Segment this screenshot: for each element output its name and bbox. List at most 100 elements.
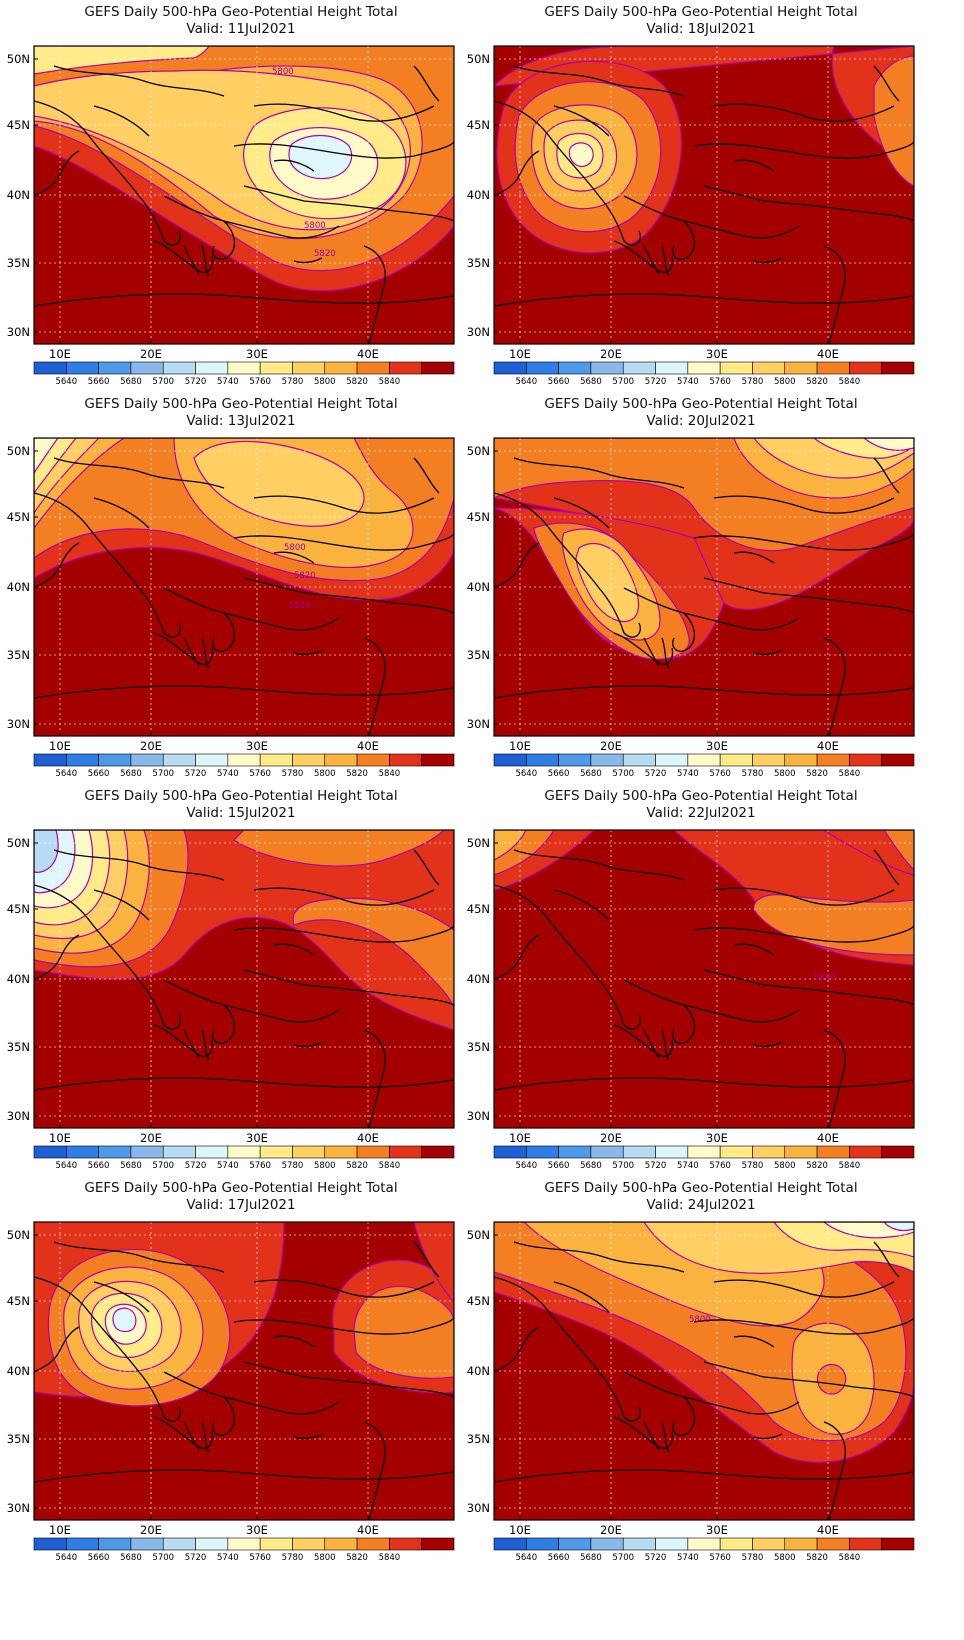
height-contour-band <box>34 46 210 75</box>
height-contour-band <box>193 440 365 527</box>
colorbar-label: 5820 <box>346 1553 368 1563</box>
lat-tick-label: 45N <box>7 510 30 524</box>
colorbar-swatch <box>655 1537 689 1551</box>
colorbar-swatch <box>526 1145 559 1159</box>
coastline <box>494 685 914 699</box>
lon-tick-label: 40E <box>357 739 379 753</box>
coastline <box>34 1469 454 1483</box>
coastline <box>253 1279 435 1298</box>
coastline <box>293 649 323 656</box>
colorbar: 5640 5660 5680 5700 5720 5740 5760 5780 5800 5820… <box>33 361 455 387</box>
colorbar-swatch <box>784 1145 818 1159</box>
colorbar-label: 5780 <box>282 1161 304 1171</box>
panel-title: GEFS Daily 500-hPa Geo-Potential Height … <box>544 1180 858 1196</box>
colorbar-swatch <box>719 361 753 375</box>
map-area: 50N 45N 40N 35N 30N 10E 20E 30E 40E <box>467 437 915 753</box>
lon-tick-label: 10E <box>49 1523 71 1537</box>
lat-tick-label: 45N <box>467 118 490 132</box>
colorbar-swatch <box>655 1145 689 1159</box>
colorbar-swatch <box>493 1145 527 1159</box>
colorbar-swatch <box>622 361 656 375</box>
colorbar-swatch <box>558 1537 592 1551</box>
colorbar-swatch <box>655 753 689 767</box>
colorbar-label: 5820 <box>806 1161 828 1171</box>
coastline <box>713 103 895 122</box>
coastline <box>212 1004 236 1044</box>
colorbar: 5640 5660 5680 5700 5720 5740 5760 5780 5800 5820… <box>33 1537 455 1563</box>
colorbar-swatch <box>816 361 850 375</box>
colorbar-swatch <box>752 753 786 767</box>
colorbar-swatch <box>881 1537 915 1551</box>
colorbar-swatch <box>33 1145 67 1159</box>
coastline <box>494 884 641 1030</box>
colorbar-swatch <box>389 361 422 375</box>
lon-tick-label: 20E <box>600 1523 622 1537</box>
coastline <box>703 969 914 1006</box>
coastline <box>413 849 440 886</box>
colorbar-label: 5800 <box>774 1553 796 1563</box>
coastline <box>613 240 674 273</box>
map-area: 5840 50N 45N 40N 35N 30N 10E 20E 30E 40E <box>467 829 915 1145</box>
lon-tick-label: 40E <box>817 1523 839 1537</box>
map-panel: GEFS Daily 500-hPa Geo-Potential Height … <box>0 392 482 802</box>
colorbar-swatch <box>558 753 592 767</box>
colorbar-swatch <box>389 1537 422 1551</box>
coastline <box>34 1077 454 1091</box>
colorbar-swatch <box>849 1145 882 1159</box>
lat-tick-label: 30N <box>7 325 30 339</box>
coastline <box>494 542 540 589</box>
colorbar-label: 5700 <box>612 769 634 779</box>
coastline <box>183 245 210 277</box>
coastline <box>363 1029 386 1128</box>
contour-label: 5840 <box>289 601 311 611</box>
coastline <box>163 195 340 239</box>
coastline <box>243 577 454 614</box>
height-contour-band <box>34 830 59 873</box>
coastline <box>703 577 914 614</box>
colorbar: 5640 5660 5680 5700 5720 5740 5760 5780 5800 5820… <box>493 1537 915 1563</box>
coastline <box>823 1029 846 1128</box>
colorbar-swatch <box>130 1145 164 1159</box>
lon-tick-label: 30E <box>246 1523 268 1537</box>
coastline <box>53 1241 225 1273</box>
map-area: 50N 45N 40N 35N 30N 10E 20E 30E 40E <box>467 45 915 361</box>
height-contour-band <box>233 830 445 867</box>
lon-tick-label: 20E <box>140 739 162 753</box>
coastline <box>93 105 150 137</box>
coastline <box>753 1433 783 1440</box>
colorbar-swatch <box>66 753 99 767</box>
colorbar-label: 5660 <box>88 377 110 387</box>
lat-tick-label: 35N <box>7 1432 30 1446</box>
colorbar-swatch <box>493 361 527 375</box>
height-contour-band <box>568 142 594 168</box>
colorbar-swatch <box>162 1145 196 1159</box>
height-contour-band <box>292 897 454 1011</box>
colorbar-swatch <box>719 1145 753 1159</box>
colorbar-swatch <box>259 753 293 767</box>
panel-valid-date: Valid: 22Jul2021 <box>646 805 756 821</box>
coastline <box>873 457 900 494</box>
coastline <box>183 1029 210 1061</box>
lon-tick-label: 20E <box>140 347 162 361</box>
colorbar-label: 5820 <box>806 769 828 779</box>
lat-tick-label: 50N <box>7 1228 30 1242</box>
height-contour-band <box>883 830 914 871</box>
colorbar-label: 5740 <box>677 769 699 779</box>
colorbar-swatch <box>526 753 559 767</box>
coastline <box>293 257 323 264</box>
coastline <box>34 150 80 197</box>
colorbar-swatch <box>389 1145 422 1159</box>
colorbar-swatch <box>655 361 689 375</box>
contour-label: 5800 <box>689 1315 711 1325</box>
coastline <box>623 195 800 239</box>
coastline <box>233 532 454 551</box>
panel-valid-date: Valid: 24Jul2021 <box>646 1197 756 1213</box>
colorbar-swatch <box>227 361 261 375</box>
lat-tick-label: 30N <box>467 325 490 339</box>
lat-tick-label: 40N <box>467 188 490 202</box>
coastline <box>753 649 783 656</box>
coastline <box>212 220 236 260</box>
height-contour-band <box>816 1363 847 1395</box>
